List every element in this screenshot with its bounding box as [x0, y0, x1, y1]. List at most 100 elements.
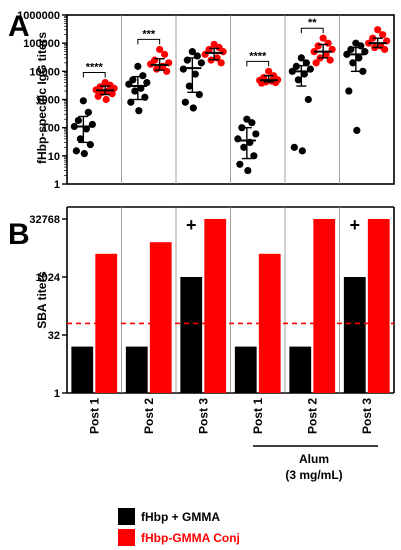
- panel-a-point-fhbp-gmma-conj: [201, 50, 209, 58]
- panel-a-point-fhbp-gmma: [181, 98, 189, 106]
- panel-a-point-fhbp-gmma-conj: [94, 92, 102, 100]
- panel-a-point-fhbp-gmma: [84, 108, 92, 116]
- panel-a-chart: A fHbp-specific IgG titers 1 10 100 1000 100…: [8, 10, 395, 191]
- panel-a-point-fhbp-gmma-conj: [324, 39, 332, 47]
- panel-a-point-fhbp-gmma-conj: [312, 59, 320, 67]
- panel-a-point-fhbp-gmma: [86, 141, 94, 149]
- panel-a-significance-bracket: [246, 60, 270, 67]
- panel-a-point-fhbp-gmma: [143, 78, 151, 87]
- panel-a-point-fhbp-gmma: [243, 115, 251, 123]
- panel-a-significance-stars: ****: [86, 62, 104, 74]
- panel-a-point-fhbp-gmma: [244, 166, 252, 175]
- panel-a-point-fhbp-gmma: [252, 130, 260, 138]
- panel-b-bar-fhbp-gmma-conj: [204, 219, 227, 393]
- panel-a-point-fhbp-gmma: [74, 116, 82, 125]
- alum-bracket: Alum (3 mg/mL): [253, 445, 378, 482]
- panel-a-point-fhbp-gmma: [139, 72, 147, 80]
- panel-a-point-fhbp-gmma: [294, 76, 302, 84]
- panel-a-point-fhbp-gmma: [189, 104, 197, 112]
- panel-a-y-tick-label: 10: [48, 151, 60, 163]
- panel-a-point-fhbp-gmma-conj: [102, 95, 110, 104]
- group-label: Post 2: [305, 398, 319, 434]
- panel-b-axes: 1 32 1024 32768: [29, 206, 395, 400]
- panel-a-point-fhbp-gmma-conj: [374, 26, 382, 34]
- legend-swatch-fhbp-gmma: [118, 508, 135, 525]
- panel-a-point-fhbp-gmma-conj: [217, 59, 225, 67]
- panel-b-y-tick-label: 32768: [29, 214, 60, 226]
- panel-a-point-fhbp-gmma: [131, 87, 139, 95]
- panel-a-point-fhbp-gmma: [298, 147, 306, 155]
- panel-a-point-fhbp-gmma: [297, 54, 305, 62]
- panel-a-point-fhbp-gmma: [236, 160, 244, 168]
- group-label: Post 1: [251, 398, 265, 434]
- panel-a-point-fhbp-gmma: [359, 67, 367, 75]
- panel-a-point-fhbp-gmma: [80, 150, 88, 158]
- alum-concentration-label: (3 mg/mL): [285, 468, 342, 482]
- panel-b-bar-fhbp-gmma: [234, 346, 257, 393]
- panel-b-y-tick-label: 1: [54, 388, 60, 400]
- legend-label-fhbp-gmma: fHbp + GMMA: [141, 510, 220, 524]
- panel-b-chart: B SBA titers 1 32 1024 32768 + +: [8, 206, 395, 400]
- panel-b-label: B: [8, 218, 30, 251]
- panel-a-point-fhbp-gmma: [240, 143, 248, 151]
- panel-a-y-tick-label: 1: [54, 179, 60, 191]
- panel-a-marks: *************: [70, 17, 391, 175]
- panel-a-point-fhbp-gmma: [197, 59, 205, 67]
- panel-a-point-fhbp-gmma: [250, 152, 258, 160]
- panel-a-label: A: [8, 10, 30, 43]
- panel-a-point-fhbp-gmma: [355, 54, 363, 62]
- group-label: Post 1: [87, 398, 101, 434]
- panel-a-point-fhbp-gmma: [353, 126, 361, 134]
- panel-a-point-fhbp-gmma-conj: [319, 34, 327, 42]
- panel-a-point-fhbp-gmma-conj: [258, 79, 266, 87]
- panel-b-bar-fhbp-gmma: [289, 346, 312, 393]
- group-labels: Post 1 Post 2 Post 3 Post 1 Post 2 Post 3: [87, 398, 374, 434]
- panel-a-point-fhbp-gmma: [290, 143, 298, 151]
- panel-a-point-fhbp-gmma: [185, 82, 193, 90]
- group-label: Post 3: [196, 398, 210, 434]
- panel-b-y-tick-label: 32: [48, 330, 60, 342]
- panel-a-point-fhbp-gmma: [292, 62, 300, 70]
- legend: fHbp + GMMA fHbp-GMMA Conj: [118, 508, 240, 546]
- panel-a-significance-stars: ***: [142, 28, 156, 40]
- panel-b-bar-fhbp-gmma-conj: [367, 219, 390, 393]
- panel-a-point-fhbp-gmma: [191, 70, 199, 78]
- panel-a-point-fhbp-gmma: [304, 95, 312, 104]
- panel-a-point-fhbp-gmma: [72, 147, 80, 155]
- panel-a-point-fhbp-gmma-conj: [381, 45, 389, 54]
- panel-a-point-fhbp-gmma: [135, 107, 143, 115]
- panel-a-point-fhbp-gmma: [349, 59, 357, 67]
- panel-a-point-fhbp-gmma: [195, 90, 203, 99]
- panel-b-bar-fhbp-gmma: [180, 277, 203, 393]
- panel-a-point-fhbp-gmma-conj: [153, 65, 161, 73]
- panel-a-point-fhbp-gmma-conj: [156, 45, 164, 54]
- legend-label-fhbp-gmma-conj: fHbp-GMMA Conj: [141, 531, 240, 545]
- panel-a-point-fhbp-gmma: [302, 59, 310, 67]
- panel-a-point-fhbp-gmma: [79, 97, 87, 105]
- panel-a-significance-stars: **: [308, 17, 317, 29]
- group-label: Post 3: [360, 398, 374, 434]
- panel-a-y-tick-label: 1000000: [17, 10, 60, 22]
- panel-a-significance-stars: ****: [249, 50, 267, 62]
- panel-b-marks: + +: [67, 215, 394, 393]
- group-label: Post 2: [142, 398, 156, 434]
- panel-a-significance-bracket: [137, 38, 161, 45]
- panel-a-significance-bracket: [82, 72, 106, 78]
- alum-label: Alum: [299, 452, 329, 466]
- panel-b-bar-fhbp-gmma: [71, 346, 94, 393]
- panel-b-y-tick-label: 1024: [36, 272, 61, 284]
- panel-a-point-fhbp-gmma: [248, 119, 256, 127]
- panel-a-point-fhbp-gmma: [188, 48, 196, 56]
- panel-b-bar-fhbp-gmma: [125, 346, 148, 393]
- panel-a-point-fhbp-gmma-conj: [379, 31, 387, 39]
- panel-a-point-fhbp-gmma: [345, 87, 353, 95]
- panel-a-y-tick-label: 10000: [29, 66, 60, 78]
- panel-b-annotation-plus: +: [350, 215, 361, 235]
- panel-b-y-axis-label: SBA titers: [35, 271, 49, 329]
- panel-a-y-axis-label: fHbp-specific IgG titers: [35, 32, 49, 164]
- panel-a-point-fhbp-gmma: [134, 62, 142, 70]
- panel-a-point-fhbp-gmma-conj: [265, 67, 273, 75]
- panel-a-y-tick-label: 1000: [36, 95, 60, 107]
- panel-a-point-fhbp-gmma-conj: [161, 50, 169, 58]
